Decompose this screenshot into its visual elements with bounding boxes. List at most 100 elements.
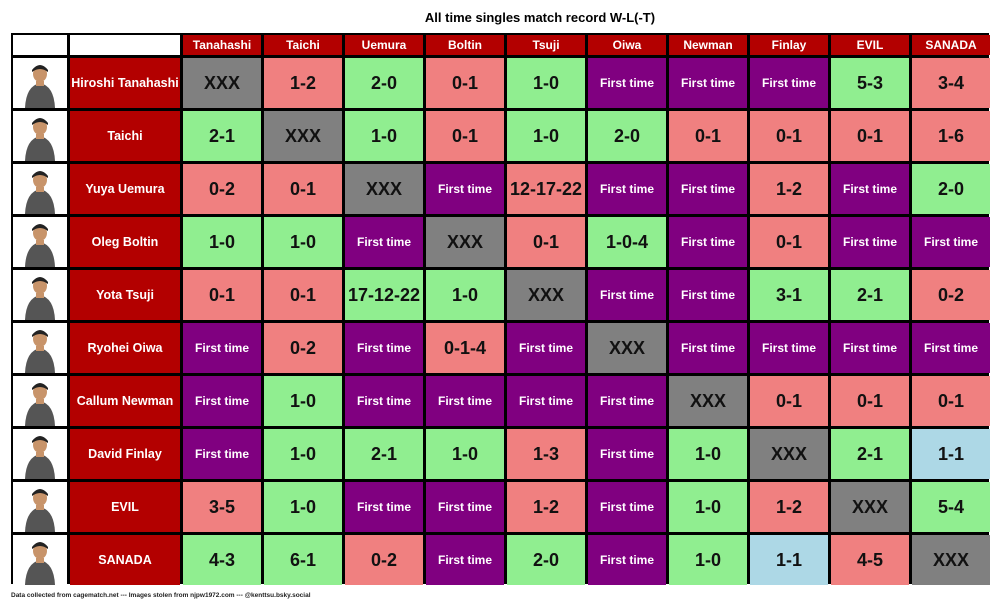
record-cell-win: 2-0 — [345, 58, 423, 108]
record-cell-self: XXX — [750, 429, 828, 479]
record-cell-first: First time — [912, 323, 990, 373]
record-cell-win: 2-1 — [183, 111, 261, 161]
record-cell-first: First time — [831, 323, 909, 373]
column-header: Oiwa — [588, 35, 666, 55]
record-cell-first: First time — [345, 482, 423, 532]
wrestler-photo-icon — [25, 118, 55, 161]
record-cell-first: First time — [588, 535, 666, 585]
wrestler-photo-icon — [25, 224, 55, 267]
wrestler-photo-icon — [25, 65, 55, 108]
record-cell-loss: 1-3 — [507, 429, 585, 479]
record-cell-loss: 1-2 — [750, 482, 828, 532]
wrestler-photo-icon — [25, 542, 55, 585]
wrestler-photo-icon — [25, 436, 55, 479]
record-cell-first: First time — [588, 482, 666, 532]
record-cell-win: 1-0 — [264, 376, 342, 426]
record-cell-loss: 0-1 — [750, 217, 828, 267]
record-cell-self: XXX — [345, 164, 423, 214]
record-cell-first: First time — [507, 376, 585, 426]
record-cell-win: 2-1 — [831, 270, 909, 320]
row-header-wrestler-name: Hiroshi Tanahashi — [70, 58, 180, 108]
column-header: Tsuji — [507, 35, 585, 55]
record-cell-loss: 0-1 — [750, 376, 828, 426]
record-cell-loss: 1-2 — [264, 58, 342, 108]
record-cell-loss: 12-17-22 — [507, 164, 585, 214]
record-cell-first: First time — [669, 323, 747, 373]
row-header-wrestler-name: Yota Tsuji — [70, 270, 180, 320]
record-cell-first: First time — [669, 58, 747, 108]
record-cell-loss: 0-1 — [426, 58, 504, 108]
chart-title: All time singles match record W-L(-T) — [424, 10, 656, 25]
record-cell-win: 1-0-4 — [588, 217, 666, 267]
column-header: SANADA — [912, 35, 990, 55]
record-cell-loss: 0-1 — [912, 376, 990, 426]
wrestler-photo — [13, 58, 67, 108]
wrestler-photo — [13, 111, 67, 161]
record-cell-win: 1-0 — [264, 429, 342, 479]
record-cell-first: First time — [426, 482, 504, 532]
wrestler-photo — [13, 429, 67, 479]
record-cell-win: 2-1 — [831, 429, 909, 479]
record-cell-win: 1-0 — [507, 58, 585, 108]
record-cell-first: First time — [912, 217, 990, 267]
record-cell-loss: 0-2 — [183, 164, 261, 214]
row-header-wrestler-name: Oleg Boltin — [70, 217, 180, 267]
record-cell-win: 1-0 — [183, 217, 261, 267]
record-cell-first: First time — [669, 217, 747, 267]
column-header: Finlay — [750, 35, 828, 55]
record-cell-win: 4-3 — [183, 535, 261, 585]
record-cell-win: 1-0 — [264, 482, 342, 532]
column-header: Tanahashi — [183, 35, 261, 55]
wrestler-photo-icon — [25, 171, 55, 214]
wrestler-photo-icon — [25, 277, 55, 320]
record-cell-win: 2-0 — [588, 111, 666, 161]
record-cell-self: XXX — [426, 217, 504, 267]
wrestler-photo — [13, 535, 67, 585]
wrestler-photo-icon — [25, 330, 55, 373]
record-cell-loss: 0-2 — [345, 535, 423, 585]
record-cell-win: 2-0 — [507, 535, 585, 585]
record-cell-tie: 1-1 — [912, 429, 990, 479]
record-cell-first: First time — [588, 376, 666, 426]
record-cell-self: XXX — [507, 270, 585, 320]
wrestler-photo — [13, 217, 67, 267]
record-cell-win: 1-0 — [669, 535, 747, 585]
column-header: Newman — [669, 35, 747, 55]
record-cell-win: 1-0 — [264, 217, 342, 267]
record-cell-first: First time — [588, 58, 666, 108]
record-cell-win: 2-1 — [345, 429, 423, 479]
record-cell-loss: 0-1 — [264, 164, 342, 214]
row-header-wrestler-name: SANADA — [70, 535, 180, 585]
record-cell-win: 3-1 — [750, 270, 828, 320]
record-cell-loss: 0-1 — [831, 376, 909, 426]
record-cell-win: 1-0 — [669, 482, 747, 532]
record-cell-first: First time — [345, 376, 423, 426]
record-cell-first: First time — [183, 376, 261, 426]
record-cell-win: 1-0 — [426, 270, 504, 320]
record-cell-self: XXX — [588, 323, 666, 373]
wrestler-photo-icon — [25, 383, 55, 426]
record-cell-win: 1-0 — [669, 429, 747, 479]
column-header: EVIL — [831, 35, 909, 55]
record-cell-win: 6-1 — [264, 535, 342, 585]
corner-name-blank — [70, 35, 180, 55]
record-cell-loss: 0-2 — [912, 270, 990, 320]
row-header-wrestler-name: Ryohei Oiwa — [70, 323, 180, 373]
wrestler-photo — [13, 323, 67, 373]
record-cell-loss: 4-5 — [831, 535, 909, 585]
record-cell-win: 5-3 — [831, 58, 909, 108]
record-cell-first: First time — [750, 323, 828, 373]
record-cell-first: First time — [183, 429, 261, 479]
wrestler-photo — [13, 376, 67, 426]
record-cell-first: First time — [669, 270, 747, 320]
record-cell-loss: 0-1 — [669, 111, 747, 161]
record-cell-loss: 0-2 — [264, 323, 342, 373]
record-table: Tanahashi Taichi Uemura Boltin Tsuji Oiwa Newm… — [11, 33, 990, 585]
record-cell-first: First time — [831, 164, 909, 214]
row-header-wrestler-name: Callum Newman — [70, 376, 180, 426]
wrestler-photo — [13, 164, 67, 214]
record-cell-first: First time — [831, 217, 909, 267]
row-header-wrestler-name: EVIL — [70, 482, 180, 532]
record-cell-self: XXX — [183, 58, 261, 108]
record-cell-self: XXX — [264, 111, 342, 161]
